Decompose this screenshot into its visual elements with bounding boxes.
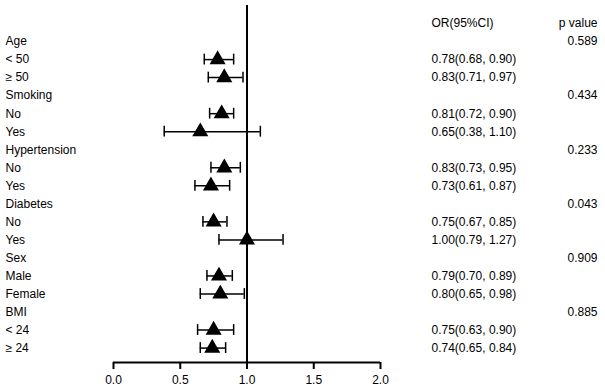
svg-text:Diabetes: Diabetes (6, 197, 53, 211)
svg-text:No: No (6, 161, 22, 175)
svg-text:2.0: 2.0 (372, 373, 389, 387)
svg-text:Sex: Sex (6, 251, 27, 265)
svg-text:Smoking: Smoking (6, 88, 53, 102)
svg-text:No: No (6, 107, 22, 121)
svg-text:≥ 24: ≥ 24 (6, 341, 30, 355)
svg-text:0.5: 0.5 (172, 373, 189, 387)
svg-text:No: No (6, 215, 22, 229)
svg-text:1.00(0.79, 1.27): 1.00(0.79, 1.27) (432, 233, 517, 247)
svg-text:0.75(0.63, 0.90): 0.75(0.63, 0.90) (432, 323, 517, 337)
svg-text:Age: Age (6, 34, 28, 48)
svg-text:0.83(0.73, 0.95): 0.83(0.73, 0.95) (432, 161, 517, 175)
svg-text:< 50: < 50 (6, 52, 30, 66)
svg-text:Yes: Yes (6, 125, 26, 139)
svg-text:0.74(0.65, 0.84): 0.74(0.65, 0.84) (432, 341, 517, 355)
svg-text:0.909: 0.909 (567, 251, 597, 265)
svg-text:≥ 50: ≥ 50 (6, 70, 30, 84)
svg-text:0.80(0.65, 0.98): 0.80(0.65, 0.98) (432, 287, 517, 301)
svg-text:0.81(0.72, 0.90): 0.81(0.72, 0.90) (432, 107, 517, 121)
svg-text:0.73(0.61, 0.87): 0.73(0.61, 0.87) (432, 179, 517, 193)
svg-text:0.0: 0.0 (105, 373, 122, 387)
svg-text:BMI: BMI (6, 305, 27, 319)
svg-text:0.65(0.38, 1.10): 0.65(0.38, 1.10) (432, 125, 517, 139)
svg-text:0.233: 0.233 (567, 143, 597, 157)
svg-text:0.434: 0.434 (567, 88, 597, 102)
svg-text:Yes: Yes (6, 233, 26, 247)
svg-text:< 24: < 24 (6, 323, 30, 337)
svg-text:Yes: Yes (6, 179, 26, 193)
svg-text:1.5: 1.5 (305, 373, 322, 387)
svg-text:Female: Female (6, 287, 46, 301)
svg-text:0.589: 0.589 (567, 34, 597, 48)
svg-text:p value: p value (559, 16, 598, 30)
svg-text:1.0: 1.0 (239, 373, 256, 387)
svg-text:0.75(0.67, 0.85): 0.75(0.67, 0.85) (432, 215, 517, 229)
svg-text:0.885: 0.885 (567, 305, 597, 319)
svg-text:0.043: 0.043 (567, 197, 597, 211)
svg-text:0.79(0.70, 0.89): 0.79(0.70, 0.89) (432, 269, 517, 283)
svg-text:0.78(0.68, 0.90): 0.78(0.68, 0.90) (432, 52, 517, 66)
svg-text:Male: Male (6, 269, 32, 283)
svg-text:0.83(0.71, 0.97): 0.83(0.71, 0.97) (432, 70, 517, 84)
svg-text:Hypertension: Hypertension (6, 143, 77, 157)
svg-text:OR(95%CI): OR(95%CI) (432, 16, 494, 30)
